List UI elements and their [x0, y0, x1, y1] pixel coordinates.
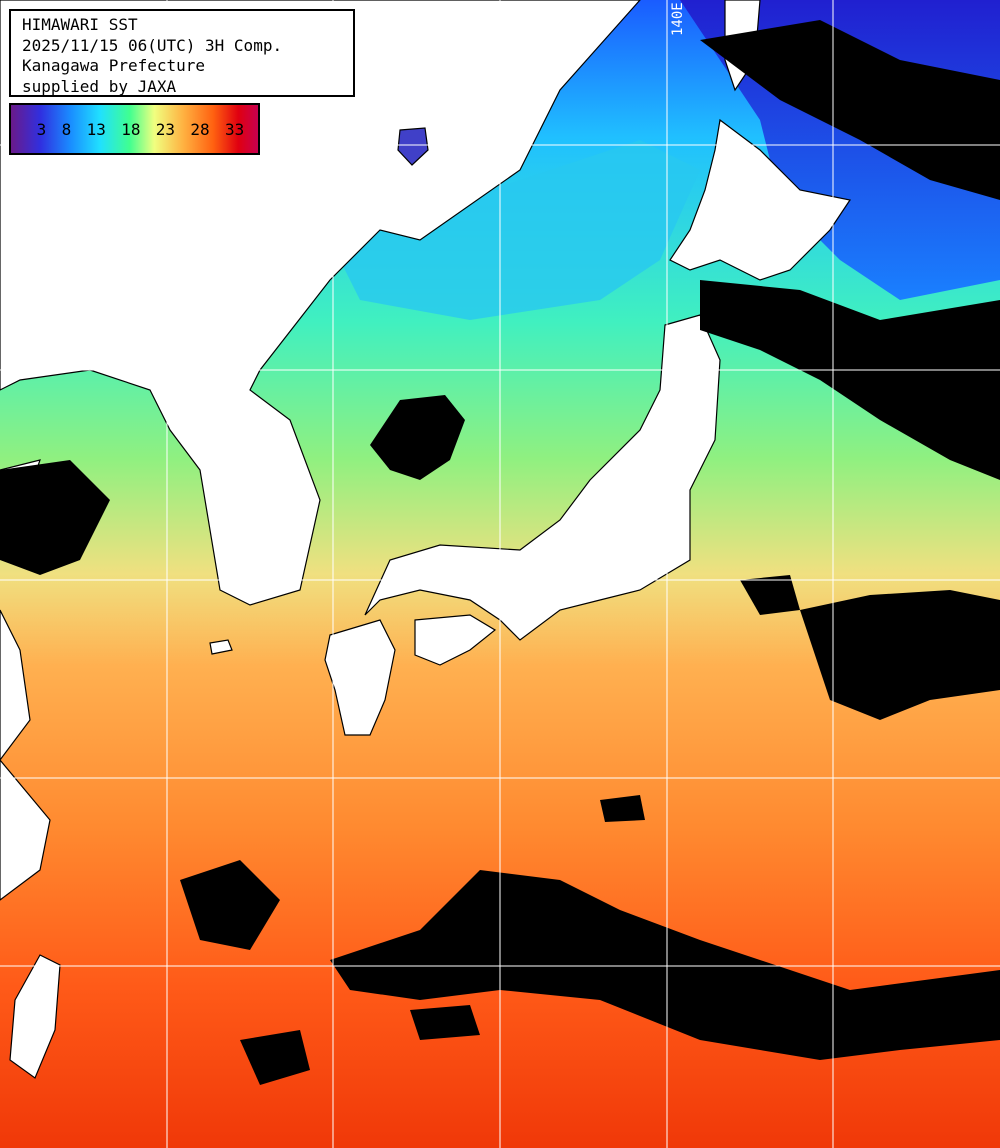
cloud-east-small	[740, 575, 800, 615]
legend-tick: 18	[121, 119, 141, 139]
legend-tick: 28	[190, 119, 210, 139]
legend-tick: 23	[155, 119, 176, 139]
kyushu	[324, 619, 396, 736]
legend-tick: 3	[36, 119, 47, 139]
title-box: HIMAWARI SST 2025/11/15 06(UTC) 3H Comp.…	[9, 9, 355, 97]
hokkaido	[669, 118, 851, 281]
island-small	[397, 127, 429, 166]
title-product: HIMAWARI SST	[22, 15, 138, 34]
cloud-southwest	[180, 860, 280, 950]
island-tsushima	[209, 639, 233, 655]
cloud-east	[800, 590, 1000, 720]
title-datetime: 2025/11/15 06(UTC) 3H Comp.	[22, 35, 283, 55]
legend-tick: 13	[86, 119, 106, 139]
cloud-south-small-2	[410, 1005, 480, 1040]
legend-tick: 8	[61, 119, 72, 139]
china-coast	[0, 609, 31, 761]
honshu	[364, 314, 721, 641]
cloud-speck	[600, 795, 645, 822]
title-credit: supplied by JAXA	[22, 76, 177, 96]
cloud-south-small	[240, 1030, 310, 1085]
cloud-northeast	[700, 280, 1000, 480]
shikoku	[414, 614, 497, 666]
cloud-japan-sea	[370, 395, 465, 480]
cloud-north	[700, 20, 1000, 200]
cloud-yellow-sea	[0, 460, 110, 575]
cool-water-japan-sea	[330, 140, 700, 320]
china-coast-south	[0, 759, 51, 901]
legend-tick: 33	[224, 119, 245, 139]
longitude-label: 140E	[670, 2, 686, 36]
title-prefecture: Kanagawa Prefecture	[22, 56, 206, 75]
taiwan	[9, 954, 61, 1079]
latitude-label: 40N	[2, 352, 28, 368]
temperature-legend: 3 8 13 18 23 28 33	[9, 103, 260, 155]
